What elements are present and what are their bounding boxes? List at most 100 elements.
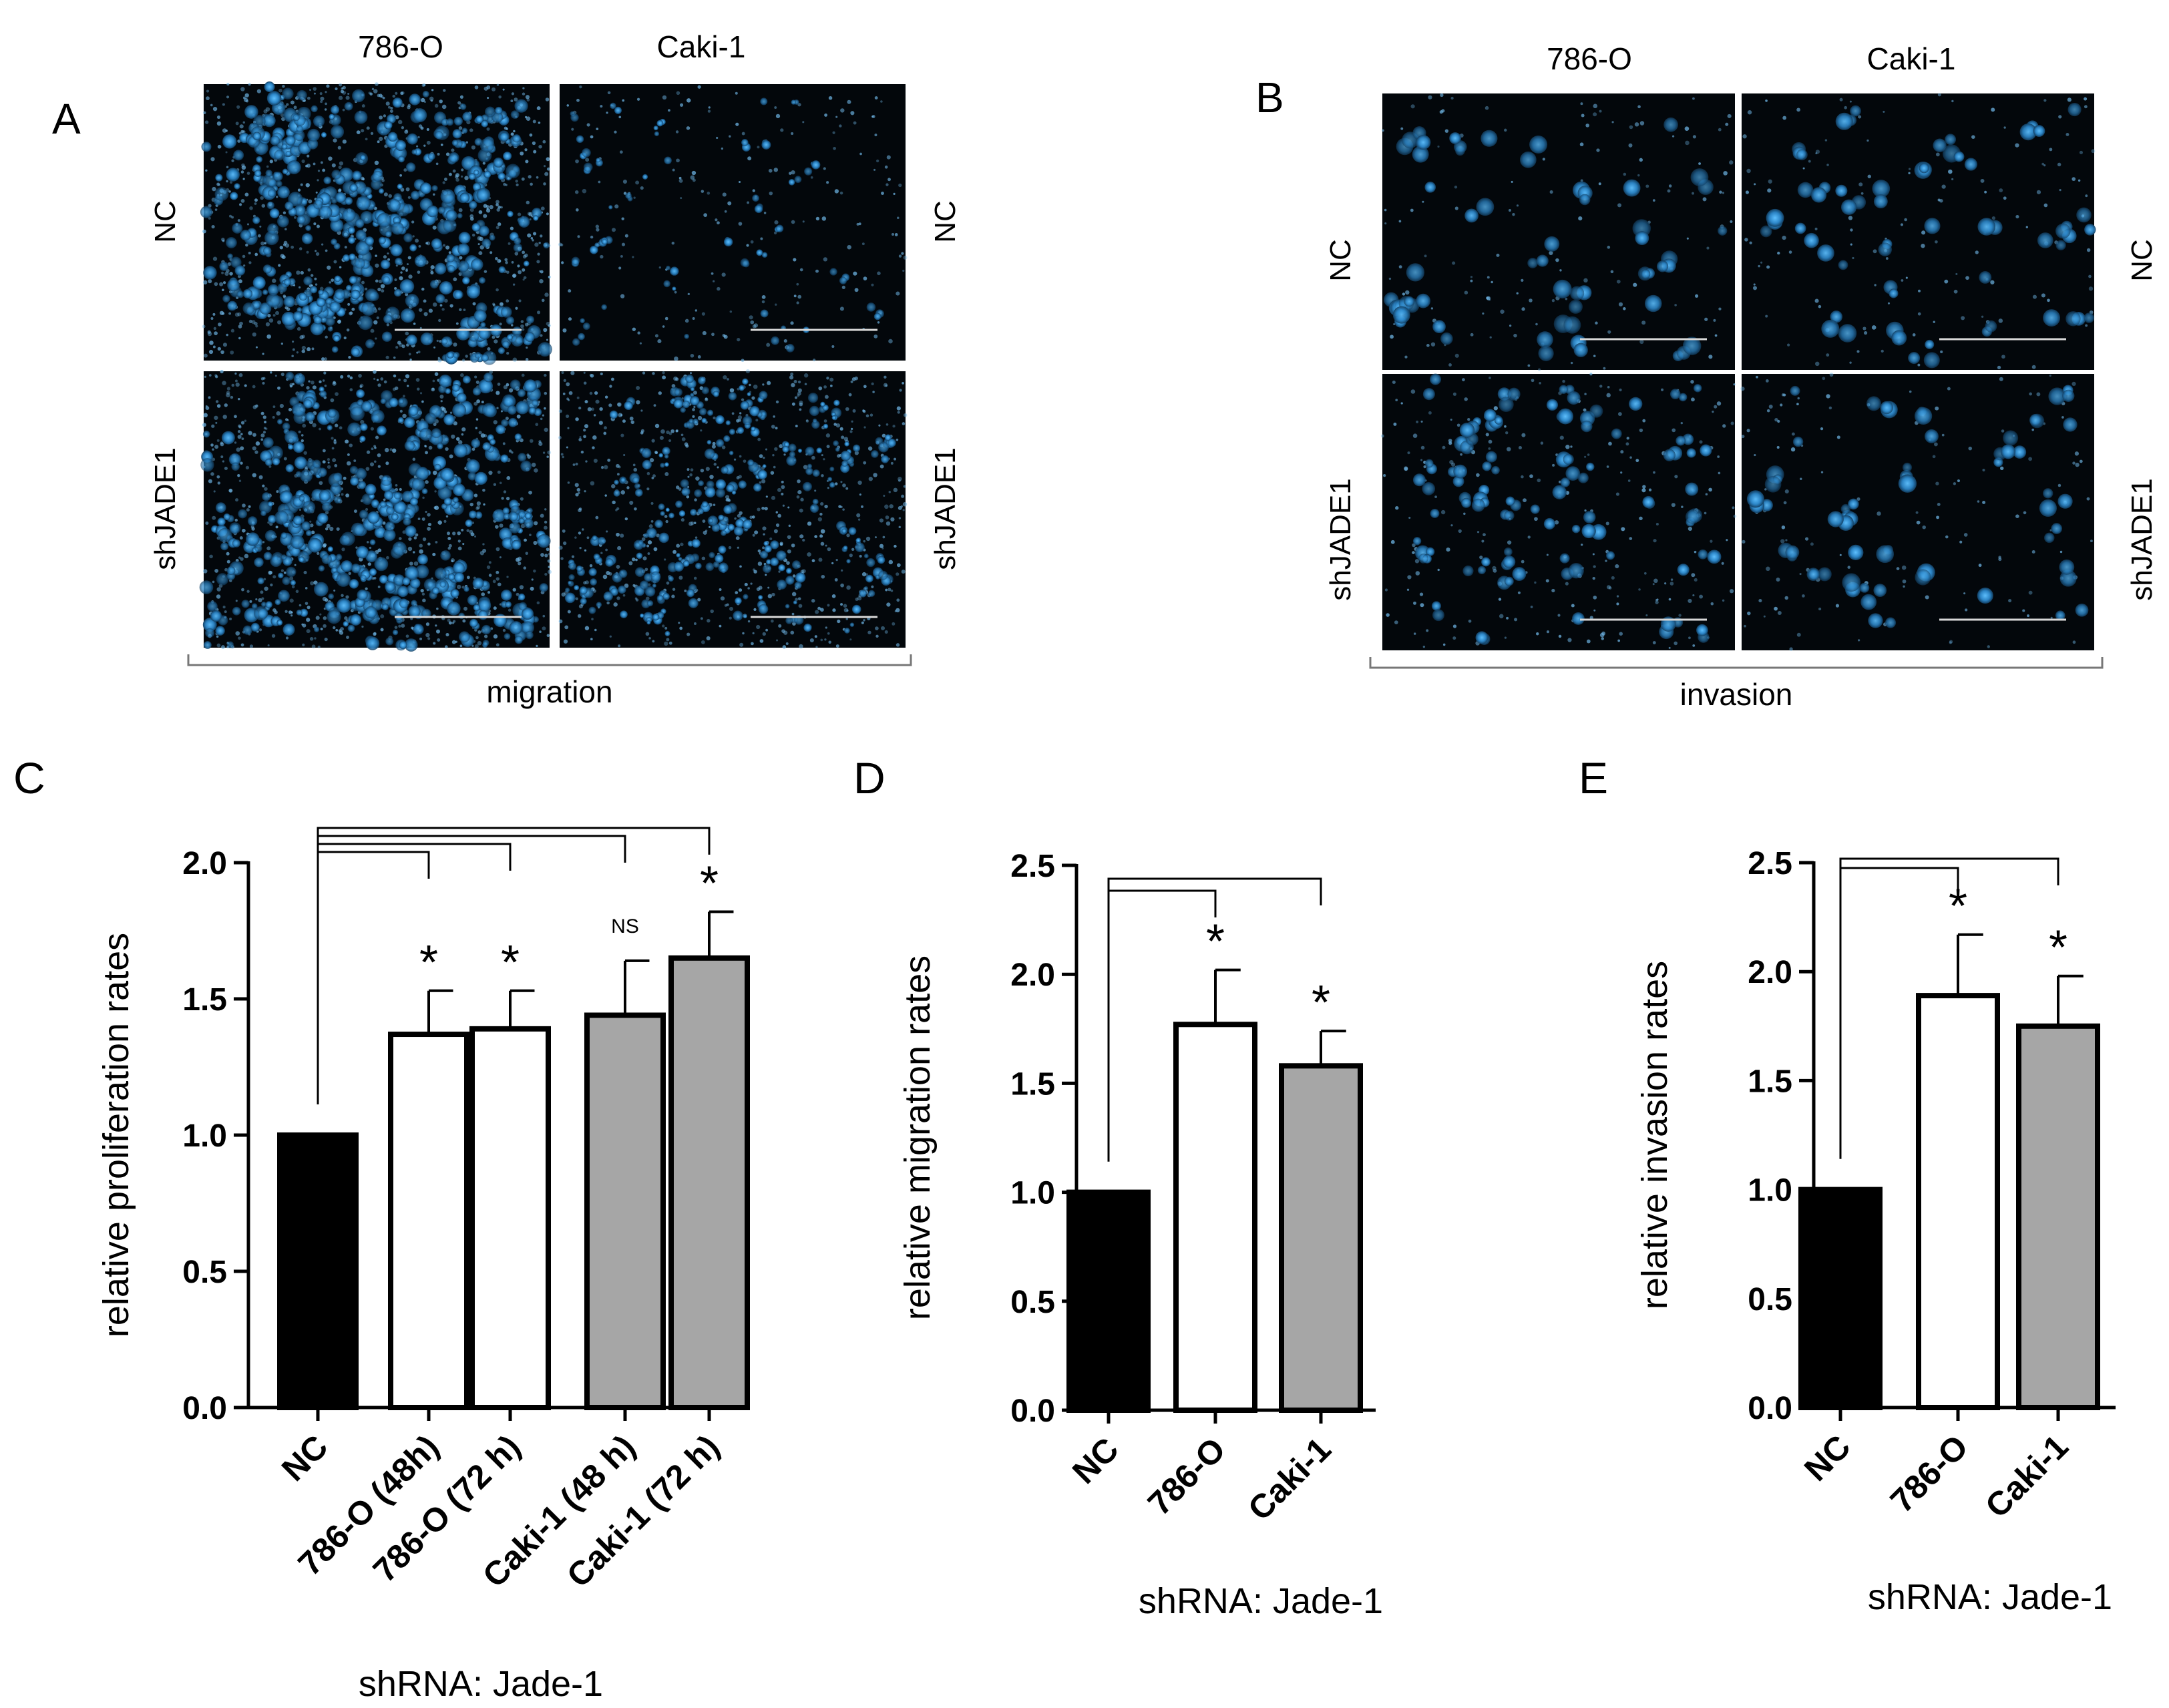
cell-speck xyxy=(607,91,611,95)
cell-speck xyxy=(268,465,272,468)
cell-blob xyxy=(1964,158,1977,171)
cell-speck xyxy=(339,161,344,166)
cell-speck xyxy=(1384,222,1387,225)
cell-blob xyxy=(446,254,455,262)
cell-speck xyxy=(1593,112,1597,117)
cell-blob xyxy=(228,453,241,466)
cell-blob xyxy=(481,403,496,417)
cell-blob xyxy=(296,609,303,616)
cell-speck xyxy=(841,435,845,439)
cell-blob xyxy=(706,480,715,489)
cell-blob xyxy=(855,538,861,544)
cell-speck xyxy=(264,487,268,491)
cell-speck xyxy=(202,325,206,329)
cell-speck xyxy=(602,574,608,580)
cell-speck xyxy=(1593,596,1597,600)
cell-blob xyxy=(849,622,855,627)
cell-speck xyxy=(313,87,317,91)
cell-speck xyxy=(333,260,337,264)
cell-blob xyxy=(1766,208,1784,227)
cell-blob xyxy=(1841,199,1857,215)
cell-speck xyxy=(1940,350,1943,354)
cell-speck xyxy=(2015,514,2019,518)
cell-blob xyxy=(356,546,369,559)
cell-speck xyxy=(544,554,548,558)
cell-speck xyxy=(824,504,828,509)
cell-blob xyxy=(1675,435,1686,446)
cell-blob xyxy=(1606,551,1615,560)
cell-blob xyxy=(729,451,734,455)
cell-speck xyxy=(327,465,331,469)
cell-speck xyxy=(1710,602,1714,606)
cell-blob xyxy=(866,558,875,568)
cell-speck xyxy=(902,502,908,507)
cell-speck xyxy=(393,374,397,378)
cell-blob xyxy=(266,91,282,105)
cell-speck xyxy=(429,96,434,101)
cell-speck xyxy=(860,505,863,508)
cell-speck xyxy=(258,234,261,238)
cell-blob xyxy=(386,506,395,515)
cell-speck xyxy=(1493,568,1497,573)
cell-speck xyxy=(1828,406,1832,410)
cell-blob xyxy=(427,152,435,160)
cell-speck xyxy=(1699,440,1703,444)
cell-speck xyxy=(412,457,416,461)
cell-speck xyxy=(235,122,239,126)
column-label: Caki-1 xyxy=(657,29,746,64)
cell-speck xyxy=(393,356,396,359)
cell-speck xyxy=(609,385,612,388)
cell-speck xyxy=(1667,189,1671,193)
cell-speck xyxy=(1606,585,1611,590)
cell-speck xyxy=(203,413,208,418)
cell-speck xyxy=(403,168,407,172)
cell-speck xyxy=(306,629,311,634)
cell-speck xyxy=(398,537,402,540)
cell-blob xyxy=(381,603,389,611)
cell-speck xyxy=(417,136,420,139)
cell-blob xyxy=(254,544,262,552)
cell-speck xyxy=(426,241,431,246)
cell-speck xyxy=(710,609,714,614)
cell-speck xyxy=(1951,99,1954,103)
cell-speck xyxy=(216,635,219,638)
cell-blob xyxy=(620,477,626,483)
cell-speck xyxy=(1826,353,1830,357)
cell-speck xyxy=(540,513,544,518)
cell-speck xyxy=(757,507,761,511)
cell-speck xyxy=(693,391,697,395)
cell-speck xyxy=(668,641,672,645)
cell-speck xyxy=(629,416,634,421)
cell-speck xyxy=(579,546,582,550)
cell-speck xyxy=(754,530,759,535)
cell-speck xyxy=(1917,312,1921,316)
cell-speck xyxy=(1961,316,1965,321)
cell-blob xyxy=(277,572,284,579)
cell-speck xyxy=(778,570,781,573)
cell-speck xyxy=(506,299,510,303)
cell-blob xyxy=(1700,444,1712,457)
cell-speck xyxy=(522,254,527,259)
cell-blob xyxy=(417,554,428,565)
cell-speck xyxy=(262,415,266,419)
cell-speck xyxy=(566,397,569,401)
cell-speck xyxy=(1754,183,1756,186)
cell-blob xyxy=(506,316,515,325)
cell-speck xyxy=(473,493,478,497)
cell-speck xyxy=(1415,571,1420,576)
cell-blob xyxy=(1476,198,1495,216)
cell-blob xyxy=(1481,557,1491,567)
cell-speck xyxy=(763,533,765,536)
cell-blob xyxy=(812,498,819,505)
cell-speck xyxy=(373,632,377,636)
cell-speck xyxy=(392,94,396,98)
cell-blob xyxy=(443,414,455,425)
cell-blob xyxy=(642,174,648,180)
cell-speck xyxy=(775,400,779,404)
cell-blob xyxy=(576,565,583,572)
cell-blob xyxy=(476,188,491,202)
cell-speck xyxy=(668,439,672,442)
cell-speck xyxy=(778,624,782,628)
cell-speck xyxy=(657,339,662,344)
cell-speck xyxy=(237,435,242,439)
